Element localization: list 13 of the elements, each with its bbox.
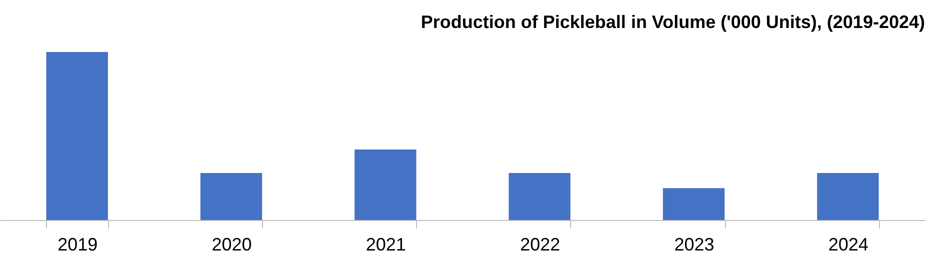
x-tick-label: 2024 <box>828 234 868 254</box>
bar <box>46 52 108 220</box>
bar <box>354 149 416 220</box>
chart-title: Production of Pickleball in Volume ('000 Units), (2019-2024) <box>420 12 925 32</box>
bar <box>200 172 262 220</box>
x-tick-label: 2021 <box>366 234 406 254</box>
bar <box>662 188 725 220</box>
x-tick-label: 2020 <box>212 234 252 254</box>
x-tick-label: 2022 <box>520 234 560 254</box>
bar <box>817 172 879 220</box>
bar <box>508 172 570 220</box>
x-tick-label: 2019 <box>58 234 98 254</box>
x-tick-label: 2023 <box>674 234 714 254</box>
